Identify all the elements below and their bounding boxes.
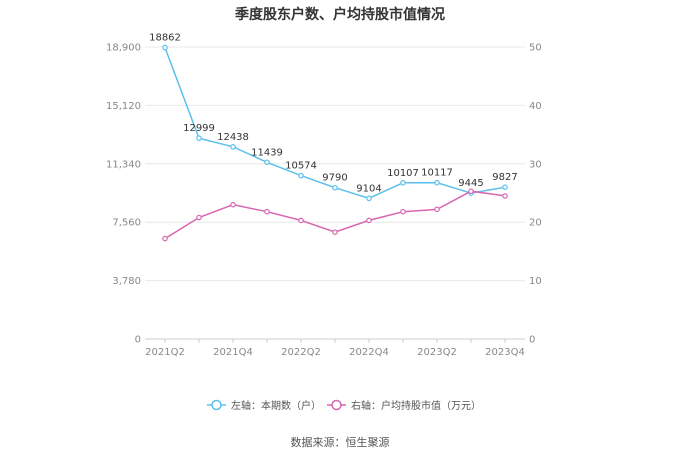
data-point-right [264,208,270,215]
data-point-right [400,208,406,215]
data-point-left [298,172,304,179]
data-point-left [434,179,440,186]
data-point-right [162,235,168,242]
data-point-left [162,44,168,51]
data-label: 9827 [492,172,517,183]
x-tick-label: 2021Q4 [213,347,253,358]
x-tick-label: 2022Q2 [281,347,321,358]
data-point-right [434,206,440,213]
data-point-left [502,184,508,190]
data-label: 12438 [217,132,249,143]
y-right-tick-label: 50 [529,43,542,54]
data-point-right [230,201,236,208]
data-label: 10117 [421,168,453,179]
y-right-tick-label: 40 [529,101,542,112]
x-tick-label: 2022Q4 [349,347,389,358]
legend-label-right-series: 右轴：户均持股市值（万元） [351,399,481,412]
data-source: 数据来源：恒生聚源 [291,435,390,449]
y-right-tick-label: 20 [529,218,542,229]
data-point-left [196,135,202,141]
x-tick-label: 2021Q2 [145,347,185,358]
data-label: 9445 [458,178,483,189]
data-label: 9104 [356,183,381,194]
legend-item-right-series[interactable]: 右轴：户均持股市值（万元） [327,399,481,412]
data-point-right [366,217,372,224]
x-tick-label: 2023Q2 [417,347,457,358]
legend-item-left-series[interactable]: 左轴：本期数（户） [207,399,321,412]
x-tick-label: 2023Q4 [485,347,525,358]
grid-lines [145,46,525,282]
y-right-tick-label: 0 [529,335,535,346]
data-label: 18862 [149,33,181,44]
data-label: 10574 [285,161,317,172]
data-label: 12999 [183,123,215,134]
data-point-left [400,180,406,186]
legend-label-left-series: 左轴：本期数（户） [231,399,321,412]
y-left-tick-label: 7,560 [112,218,141,229]
y-left-tick-label: 11,340 [106,159,141,170]
y-left-tick-label: 3,780 [112,276,141,287]
axes: 0 0 3,780 10 7,560 20 11,340 30 15,120 40 18,900 50… [106,43,542,359]
data-point-right [298,217,304,224]
data-point-left [230,144,236,150]
series-lines [162,44,508,242]
data-label: 11439 [251,147,283,158]
y-left-tick-label: 18,900 [106,43,141,54]
y-right-tick-label: 10 [529,276,542,287]
data-point-right [332,229,338,235]
data-label: 10107 [387,168,419,179]
data-label: 9790 [322,173,347,184]
y-left-tick-label: 15,120 [106,101,141,112]
y-left-tick-label: 0 [135,335,141,346]
data-point-left [264,159,270,166]
data-point-right [468,188,474,195]
chart-title: 季度股东户数、户均持股市值情况 [234,6,445,23]
y-right-tick-label: 30 [529,159,542,170]
data-point-right [502,193,508,199]
legend: 左轴：本期数（户） 右轴：户均持股市值（万元） [207,399,481,412]
data-point-left [332,184,338,191]
data-point-right [196,214,202,221]
data-point-left [366,195,372,202]
